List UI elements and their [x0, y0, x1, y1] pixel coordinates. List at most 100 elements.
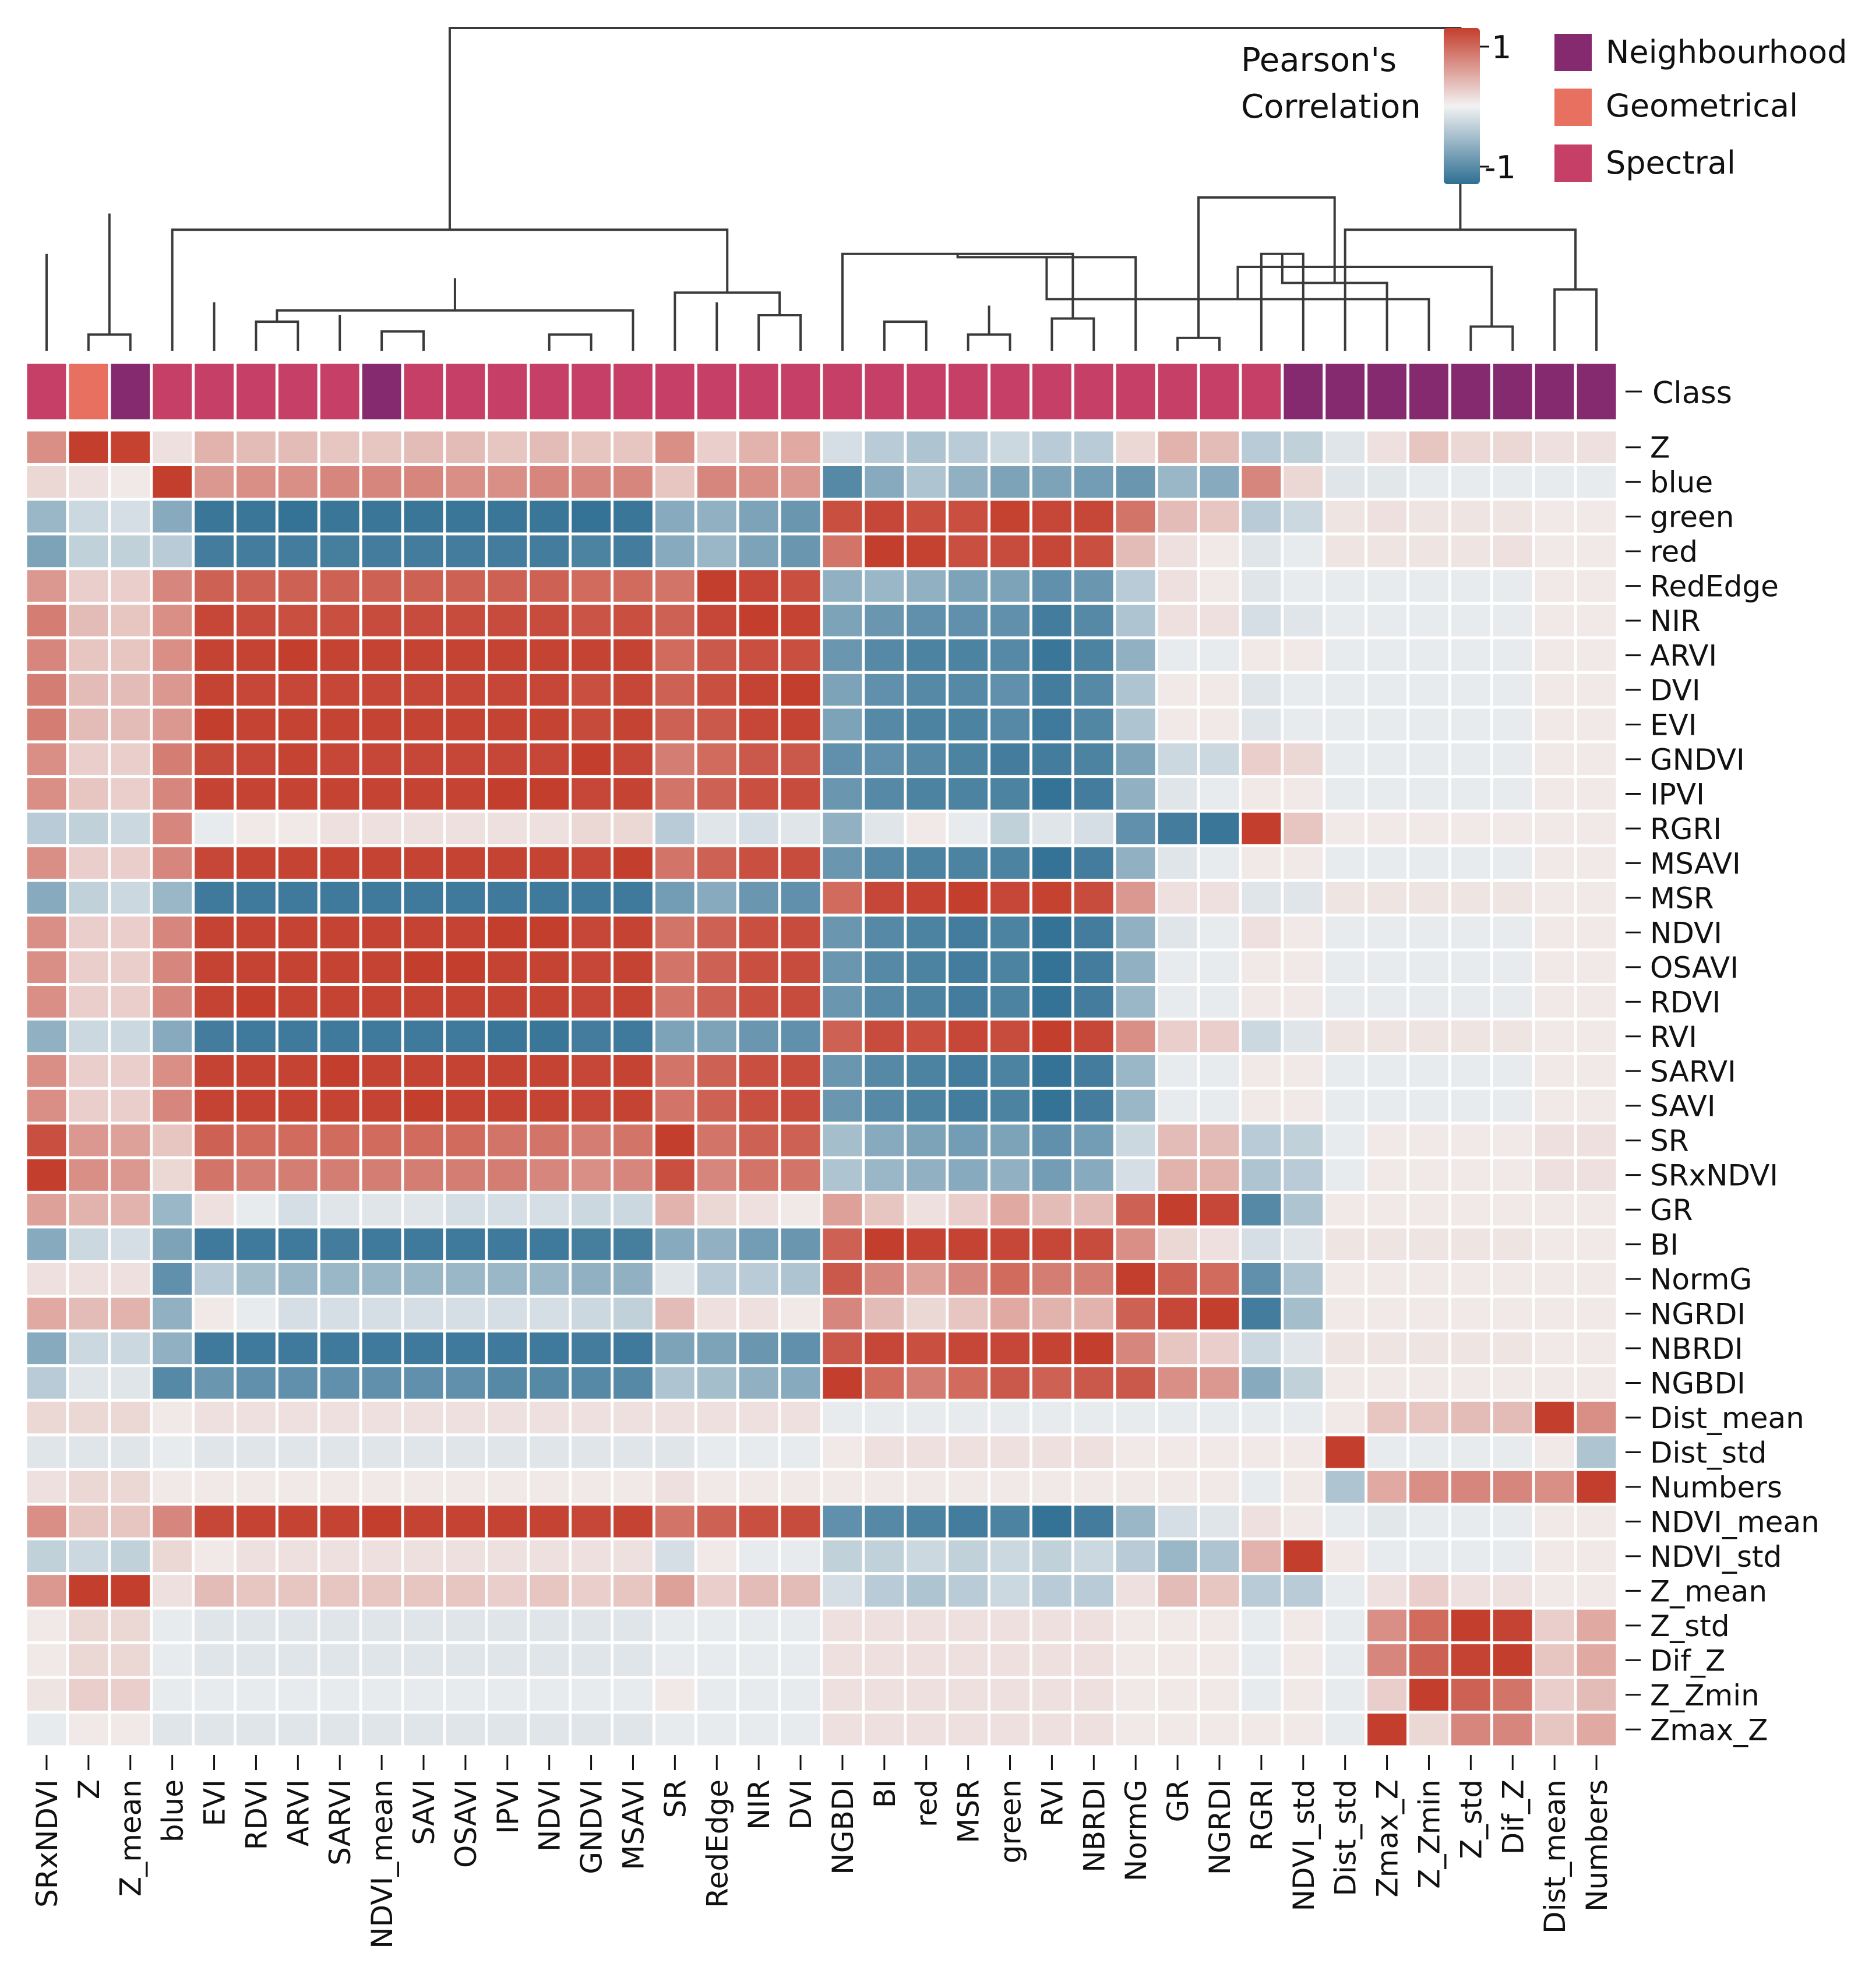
heatmap-cell	[192, 1190, 237, 1229]
heatmap-cell	[1532, 532, 1577, 570]
heatmap-cell	[1490, 879, 1535, 917]
heatmap-cell	[1029, 1606, 1074, 1645]
heatmap-cell	[1197, 775, 1242, 813]
heatmap-cell	[1532, 1572, 1577, 1610]
column-label: IPVI	[491, 1779, 525, 1834]
heatmap-cell	[946, 1606, 991, 1645]
heatmap-cell	[988, 1537, 1032, 1575]
heatmap-cell	[694, 914, 739, 951]
heatmap-cell	[317, 1329, 362, 1367]
heatmap-cell	[485, 1537, 530, 1575]
heatmap-cell	[1155, 532, 1200, 570]
heatmap-cell	[401, 844, 446, 882]
heatmap-cell	[1448, 1260, 1493, 1298]
class-cell	[820, 361, 865, 422]
heatmap-cell	[1071, 1295, 1116, 1333]
class-cell	[1155, 361, 1200, 422]
heatmap-cell	[1071, 844, 1116, 882]
heatmap-cell	[1155, 1433, 1200, 1471]
heatmap-cell	[1574, 498, 1619, 535]
heatmap-cell	[359, 601, 404, 640]
heatmap-cell	[652, 1156, 697, 1194]
heatmap-cell	[1448, 636, 1493, 674]
heatmap-cell	[317, 636, 362, 674]
heatmap-cell	[66, 809, 111, 848]
heatmap-cell	[736, 1295, 781, 1333]
heatmap-cell	[569, 636, 614, 674]
heatmap-cell	[1490, 1295, 1535, 1333]
heatmap-cell	[1490, 671, 1535, 709]
heatmap-cell	[1448, 740, 1493, 778]
heatmap-cell	[904, 1398, 949, 1437]
heatmap-cell	[1532, 1190, 1577, 1229]
heatmap-cell	[24, 809, 69, 848]
heatmap-cell	[1574, 532, 1619, 570]
heatmap-cell	[485, 1295, 530, 1333]
heatmap-cell	[1532, 671, 1577, 709]
heatmap-cell	[485, 740, 530, 778]
heatmap-cell	[1365, 1537, 1410, 1575]
heatmap-cell	[150, 428, 195, 466]
heatmap-cell	[1574, 1190, 1619, 1229]
heatmap-cell	[904, 1364, 949, 1402]
column-label: EVI	[198, 1779, 232, 1827]
heatmap-cell	[611, 983, 655, 1021]
heatmap-cell	[24, 983, 69, 1021]
heatmap-cell	[946, 1121, 991, 1159]
heatmap-cell	[611, 844, 655, 882]
heatmap-cell	[611, 636, 655, 674]
heatmap-cell	[359, 1121, 404, 1159]
class-cell	[862, 361, 907, 422]
heatmap-cell	[1281, 532, 1326, 570]
heatmap-cell	[652, 1572, 697, 1610]
heatmap-cell	[401, 567, 446, 605]
heatmap-cell	[1365, 671, 1410, 709]
heatmap-cell	[988, 1676, 1032, 1714]
heatmap-cell	[1490, 1433, 1535, 1471]
class-cell	[988, 361, 1032, 422]
heatmap-cell	[611, 532, 655, 570]
column-dendrogram	[47, 28, 1598, 351]
heatmap-cell	[317, 601, 362, 640]
heatmap-cell	[150, 844, 195, 882]
dendrogram-link	[1050, 317, 1095, 351]
heatmap-cell	[317, 1468, 362, 1506]
heatmap-cell	[1365, 1468, 1410, 1506]
heatmap-cell	[862, 532, 907, 570]
heatmap-cell	[233, 463, 278, 501]
heatmap-cell	[988, 1295, 1032, 1333]
heatmap-cell	[1448, 1572, 1493, 1610]
heatmap-cell	[275, 879, 320, 917]
heatmap-cell	[1448, 1225, 1493, 1263]
dendrogram-link	[967, 333, 1011, 351]
heatmap-cell	[1490, 1468, 1535, 1506]
dendrogram-link	[1344, 228, 1577, 351]
heatmap-cell	[1029, 1676, 1074, 1714]
row-label: Zmax_Z	[1650, 1713, 1768, 1747]
heatmap-cell	[778, 498, 823, 535]
heatmap-cell	[1113, 1641, 1158, 1679]
heatmap-cell	[569, 706, 614, 743]
heatmap-cell	[108, 1537, 153, 1575]
heatmap-cell	[1071, 1017, 1116, 1056]
heatmap-cell	[569, 1537, 614, 1575]
heatmap-cell	[1323, 1052, 1368, 1090]
heatmap-cell	[1281, 1537, 1326, 1575]
heatmap-cell	[988, 1606, 1032, 1645]
heatmap-cell	[1029, 879, 1074, 917]
heatmap-cell	[443, 1572, 488, 1610]
column-label: MSAVI	[616, 1779, 650, 1870]
heatmap-cell	[862, 1225, 907, 1263]
heatmap-cell	[359, 532, 404, 570]
heatmap-cell	[527, 1711, 572, 1749]
heatmap-cell	[611, 671, 655, 709]
heatmap-cell	[1197, 1225, 1242, 1263]
heatmap-cell	[275, 1087, 320, 1125]
heatmap-cell	[317, 1711, 362, 1749]
heatmap-cell	[736, 1260, 781, 1298]
heatmap-cell	[1029, 1641, 1074, 1679]
heatmap-cell	[275, 1364, 320, 1402]
heatmap-cell	[1365, 1260, 1410, 1298]
heatmap-cell	[150, 775, 195, 813]
heatmap-cell	[233, 428, 278, 466]
